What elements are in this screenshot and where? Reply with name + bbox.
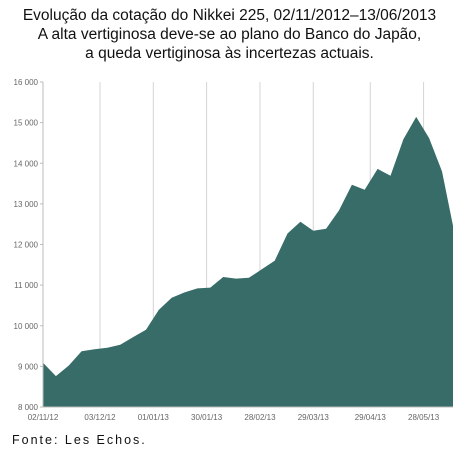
chart-title-block: Evolução da cotação do Nikkei 225, 02/11… (0, 6, 459, 63)
x-tick-label: 30/01/13 (191, 413, 223, 422)
x-tick-label: 01/01/13 (138, 413, 170, 422)
y-tick-label: 11 000 (14, 281, 38, 290)
y-tick-label: 14 000 (14, 159, 39, 168)
y-tick-label: 13 000 (14, 200, 39, 209)
chart-subtitle-line-2: a queda vertiginosa às incertezas actuai… (85, 45, 374, 62)
x-tick-label: 02/11/12 (28, 413, 59, 422)
nikkei-area-chart: 8 000 9 000 10 000 11 000 12 000 13 000 14 000… (14, 78, 453, 422)
chart-title: Evolução da cotação do Nikkei 225, 02/11… (22, 7, 437, 24)
chart-subtitle-line-1: A alta vertiginosa deve-se ao plano do B… (37, 26, 422, 43)
source-note: Fonte: Les Echos. (12, 433, 147, 447)
x-tick-label: 28/02/13 (244, 413, 276, 422)
x-tick-label: 29/04/13 (355, 413, 387, 422)
y-tick-label: 9 000 (18, 362, 39, 371)
y-tick-label: 8 000 (18, 403, 39, 412)
x-tick-label: 28/05/13 (408, 413, 440, 422)
x-tick-label: 03/12/12 (84, 413, 116, 422)
y-tick-label: 10 000 (14, 322, 39, 331)
y-tick-label: 16 000 (14, 78, 39, 87)
y-tick-label: 15 000 (14, 119, 39, 128)
nikkei-area (43, 116, 453, 408)
x-tick-label: 29/03/13 (298, 413, 330, 422)
y-tick-label: 12 000 (14, 241, 39, 250)
